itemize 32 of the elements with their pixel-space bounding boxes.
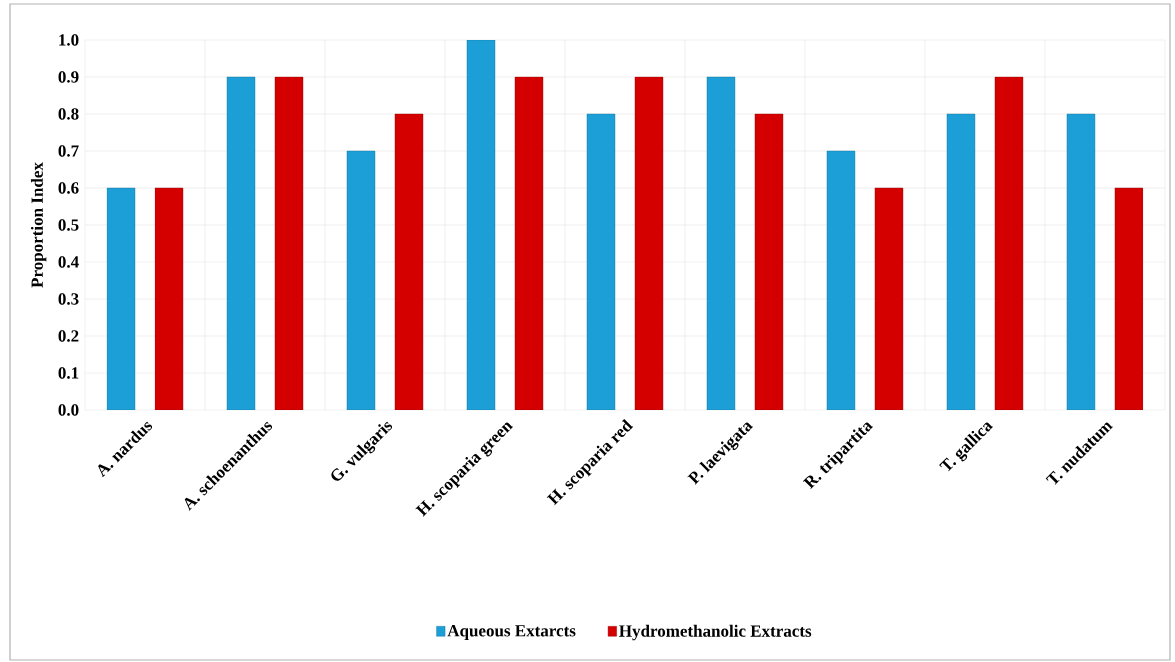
bar — [946, 113, 976, 410]
bar — [346, 150, 376, 410]
y-tick-label: 0.8 — [58, 108, 79, 120]
bar — [754, 113, 784, 410]
y-tick-label: 0.4 — [58, 256, 79, 268]
bar — [874, 187, 904, 410]
bar — [466, 40, 496, 410]
y-tick-label: 0.9 — [58, 71, 79, 83]
bar — [226, 76, 256, 410]
y-axis-title: Proportion Index — [30, 162, 47, 288]
y-tick-label: 0.6 — [58, 182, 79, 194]
bar — [514, 76, 544, 410]
bar — [394, 113, 424, 410]
bar — [634, 76, 664, 410]
bar — [1114, 187, 1144, 410]
bar — [586, 113, 616, 410]
legend-label: Aqueous Extarcts — [447, 625, 576, 640]
bar — [154, 187, 184, 410]
bar — [274, 76, 304, 410]
y-tick-label: 0.1 — [58, 367, 79, 379]
y-tick-label: 0.5 — [58, 219, 79, 231]
bar — [826, 150, 856, 410]
y-tick-label: 1.0 — [59, 34, 79, 46]
y-tick-label: 0.7 — [58, 145, 79, 157]
y-tick-label: 0.3 — [58, 293, 79, 305]
y-tick-label: 0.2 — [58, 330, 79, 342]
bar — [106, 187, 136, 410]
legend-label: Hydromethanolic Extracts — [619, 624, 812, 641]
y-tick-label: 0.0 — [58, 404, 79, 416]
bar — [994, 76, 1024, 410]
bar — [706, 76, 736, 410]
bar — [1066, 113, 1096, 410]
